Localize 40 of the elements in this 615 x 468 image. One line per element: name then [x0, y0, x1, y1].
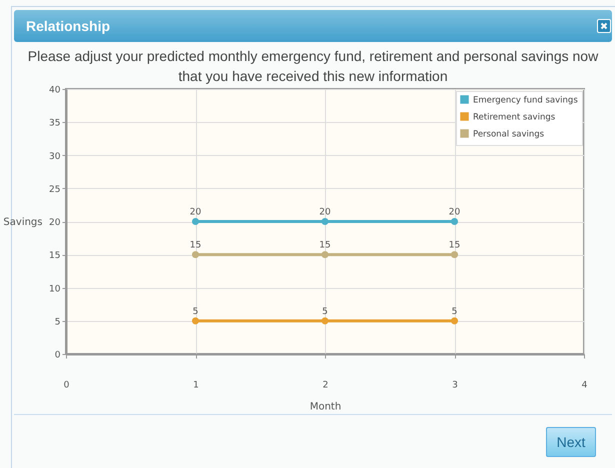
legend-label: Retirement savings [473, 112, 556, 122]
point [450, 218, 458, 226]
point [321, 218, 329, 226]
x-axis-title: Month [310, 402, 342, 412]
data-label: 15 [319, 240, 331, 251]
y-tick-label: 0 [54, 350, 61, 360]
point [321, 251, 329, 258]
x-tick-label: 4 [582, 380, 588, 390]
y-tick-label: 20 [49, 218, 61, 228]
x-tick-label: 1 [193, 380, 199, 390]
point [192, 317, 200, 324]
y-tick-label: 40 [49, 86, 61, 96]
y-axis-title: Savings [3, 217, 42, 228]
y-tick-label: 25 [49, 184, 60, 195]
data-label: 5 [322, 306, 328, 317]
data-label: 20 [448, 208, 460, 218]
chart-title: Relationship [14, 10, 612, 42]
point [192, 251, 200, 258]
y-tick-label: 5 [54, 317, 60, 328]
data-label: 15 [448, 240, 460, 251]
data-label: 15 [190, 240, 202, 251]
y-tick-label: 35 [49, 118, 60, 129]
data-label: 5 [192, 306, 198, 317]
x-tick-label: 0 [64, 380, 70, 390]
point [450, 251, 458, 258]
point [450, 317, 458, 324]
y-tick-label: 30 [49, 152, 61, 162]
point [192, 218, 200, 226]
x-tick-label: 3 [452, 380, 458, 390]
legend-label: Emergency fund savings [473, 96, 578, 106]
text: Next [546, 427, 596, 457]
y-tick-label: 15 [49, 251, 60, 262]
point [321, 317, 329, 324]
data-label: 20 [319, 208, 331, 218]
legend-label: Personal savings [473, 130, 545, 140]
x-tick-label: 2 [322, 380, 328, 390]
y-tick-label: 10 [49, 284, 61, 294]
chart-subtitle: Please adjust your predicted monthly emergency fund, retirement and personal savings now that you have received this new information [26, 47, 600, 86]
data-label: 5 [452, 306, 458, 317]
data-label: 20 [190, 208, 202, 218]
